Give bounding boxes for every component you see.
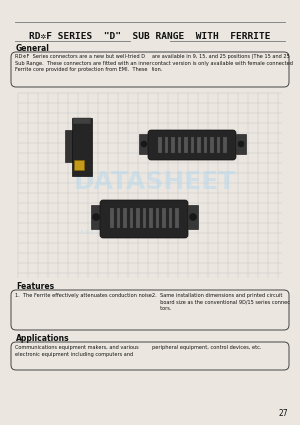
Bar: [116, 208, 120, 228]
Bar: [123, 208, 127, 228]
FancyBboxPatch shape: [100, 200, 188, 238]
Text: Applications: Applications: [16, 334, 70, 343]
Bar: [155, 208, 159, 228]
Bar: [74, 160, 84, 170]
Circle shape: [238, 141, 244, 147]
Text: General: General: [16, 44, 50, 53]
Bar: [197, 137, 200, 153]
Bar: [217, 137, 220, 153]
Bar: [72, 118, 92, 176]
Text: 3 0 1 1 . R 1 . 1 1 1 0 . R 1 1: 3 0 1 1 . R 1 . 1 1 1 0 . R 1 1: [80, 230, 158, 235]
Bar: [175, 208, 178, 228]
Bar: [158, 137, 161, 153]
Text: Features: Features: [16, 282, 54, 291]
FancyBboxPatch shape: [148, 130, 236, 160]
Bar: [149, 208, 152, 228]
Text: DATASHEET: DATASHEET: [74, 170, 236, 194]
Text: peripheral equipment, control devices, etc.: peripheral equipment, control devices, e…: [152, 345, 262, 350]
Bar: [65, 130, 74, 162]
Bar: [236, 134, 246, 154]
Bar: [136, 208, 140, 228]
Text: 1.  The Ferrite effectively attenuates conduction noise.: 1. The Ferrite effectively attenuates co…: [15, 293, 154, 298]
Bar: [223, 137, 226, 153]
Bar: [171, 137, 175, 153]
Bar: [190, 137, 194, 153]
Bar: [142, 208, 146, 228]
Bar: [188, 205, 198, 229]
Bar: [91, 205, 101, 229]
Bar: [164, 137, 168, 153]
Text: RD✲F  Series connectors are a new but well-tried D
Sub Range.  These connectors : RD✲F Series connectors are a new but wel…: [15, 54, 152, 72]
Bar: [169, 208, 172, 228]
Text: Communications equipment makers, and various
electronic equipment including comp: Communications equipment makers, and var…: [15, 345, 139, 357]
Bar: [130, 208, 133, 228]
Circle shape: [190, 213, 196, 221]
Bar: [203, 137, 207, 153]
Bar: [210, 137, 214, 153]
Bar: [110, 208, 113, 228]
Bar: [139, 134, 149, 154]
Bar: [184, 137, 188, 153]
Text: 27: 27: [278, 409, 288, 418]
Text: 2.  Same installation dimensions and printed circuit
     board size as the conv: 2. Same installation dimensions and prin…: [152, 293, 290, 311]
Circle shape: [141, 141, 147, 147]
Text: RD✲F SERIES  "D"  SUB RANGE  WITH  FERRITE: RD✲F SERIES "D" SUB RANGE WITH FERRITE: [29, 32, 271, 41]
Circle shape: [92, 213, 100, 221]
Bar: [162, 208, 166, 228]
Bar: [178, 137, 181, 153]
Bar: [73, 118, 91, 124]
Text: are available in 9, 15, and 25 positions (The 15 and 25
contact version is only : are available in 9, 15, and 25 positions…: [152, 54, 293, 72]
